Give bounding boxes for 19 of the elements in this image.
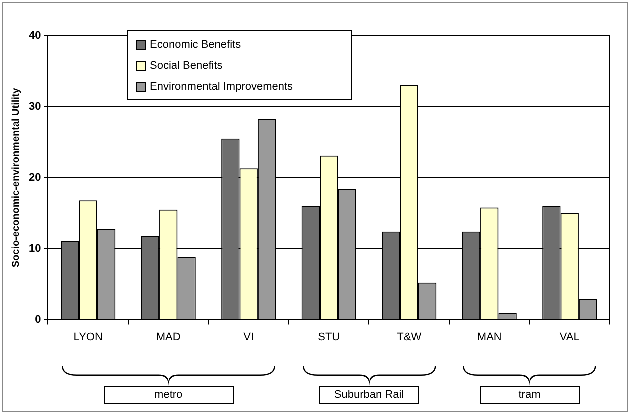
x-tick-label: MAD	[156, 331, 181, 344]
legend-label: Social Benefits	[150, 60, 223, 72]
y-tick-label: 0	[35, 314, 42, 326]
y-tick-label: 40	[28, 30, 42, 42]
text: Suburban Rail	[319, 386, 420, 404]
x-tick-label: VI	[244, 331, 254, 344]
legend-label: Economic Benefits	[150, 38, 242, 50]
y-tick-label: 30	[28, 100, 42, 113]
y-axis-title: Socio-economic-environmental Utility	[10, 88, 22, 268]
x-tick-label: LYON	[74, 331, 103, 344]
x-tick-label: MAN	[477, 331, 502, 344]
y-tick-label: 10	[28, 242, 42, 255]
x-tick-label: T&W	[397, 331, 422, 344]
y-tick-label: 20	[28, 172, 42, 184]
x-tick-label: VAL	[560, 331, 580, 344]
legend-label: Environmental Improvements	[150, 80, 294, 92]
text: tram	[480, 386, 580, 404]
text: metro	[104, 386, 234, 404]
x-tick-label: STU	[318, 331, 340, 344]
